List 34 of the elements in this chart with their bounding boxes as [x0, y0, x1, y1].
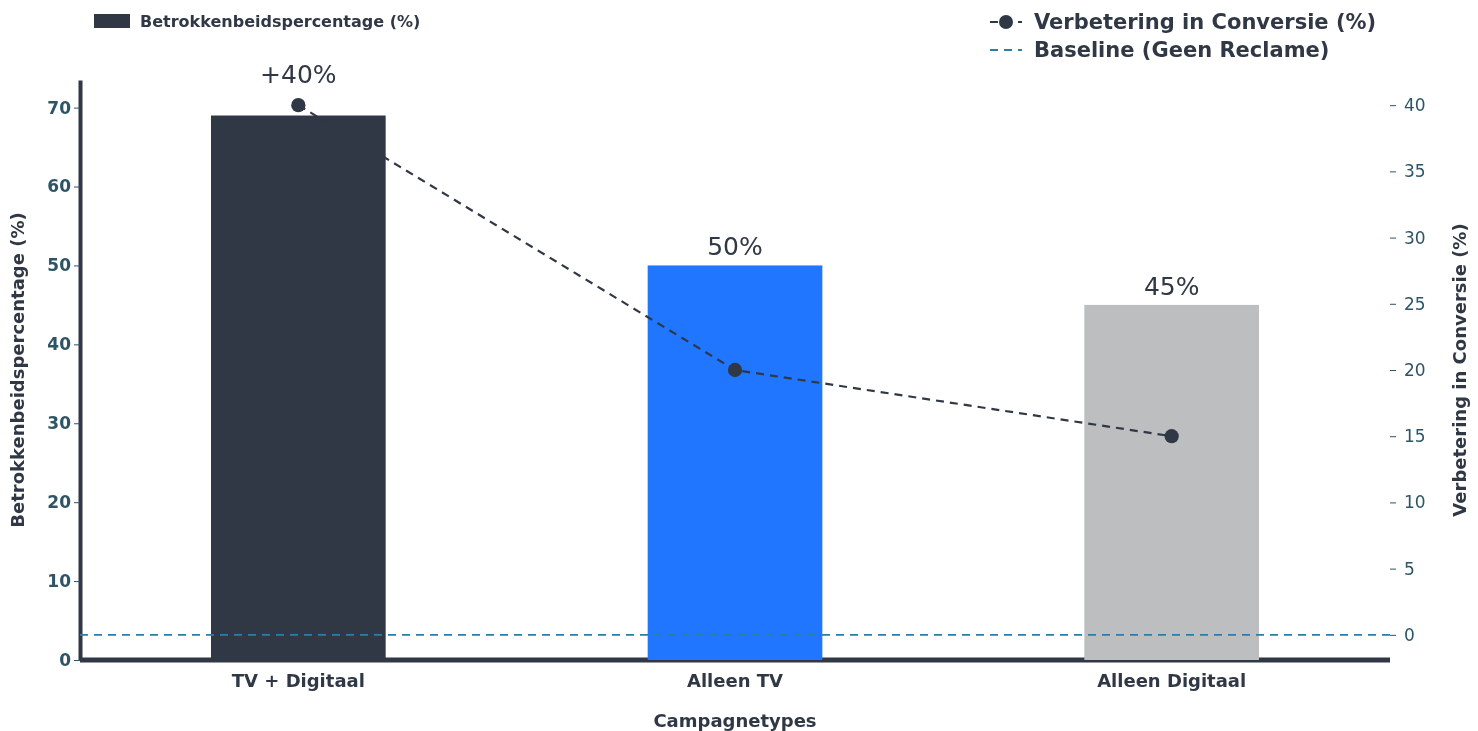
y2-tick-label: 30: [1404, 227, 1426, 248]
legend-label: Baseline (Geen Reclame): [1034, 38, 1330, 62]
y2-tick-label: 15: [1404, 426, 1426, 447]
data-label: 50%: [707, 232, 763, 262]
y2-axis-title: Verbetering in Conversie (%): [1449, 223, 1470, 517]
data-label: 45%: [1143, 271, 1200, 301]
y2-tick-label: 20: [1404, 359, 1426, 380]
x-axis-title: Campagnetypes: [653, 710, 817, 731]
point: [1164, 429, 1179, 444]
bar: [647, 265, 823, 660]
y-axis-title: Betrokkenbeidspercentage (%): [7, 212, 28, 528]
y-tick-label: 30: [47, 413, 72, 434]
bar: [1084, 304, 1259, 660]
y2-tick-label: 25: [1404, 293, 1426, 314]
x-tick-label: TV + Digitaal: [231, 669, 365, 691]
point: [291, 98, 306, 113]
y2-tick-label: 0: [1404, 624, 1415, 645]
x-tick-label: Alleen Digitaal: [1097, 669, 1247, 691]
y2-tick-label: 40: [1404, 95, 1426, 116]
x-tick-label: Alleen TV: [687, 669, 784, 691]
y-tick-label: 40: [47, 334, 72, 355]
y-tick-label: 10: [47, 571, 72, 592]
y-tick-label: 70: [47, 97, 72, 118]
y2-tick-label: 35: [1404, 161, 1426, 182]
y-tick-label: 0: [59, 649, 72, 670]
legend-label: Betrokkenbeidspercentage (%): [140, 12, 421, 31]
point: [727, 362, 743, 378]
data-label: +40%: [260, 60, 337, 90]
y-tick-label: 20: [47, 492, 72, 513]
legend-label: Verbetering in Conversie (%): [1034, 10, 1377, 34]
y2-tick-label: 10: [1404, 492, 1426, 513]
y-tick-label: 50: [47, 255, 72, 276]
y2-tick-label: 5: [1404, 558, 1415, 579]
y-tick-label: 60: [47, 176, 72, 197]
